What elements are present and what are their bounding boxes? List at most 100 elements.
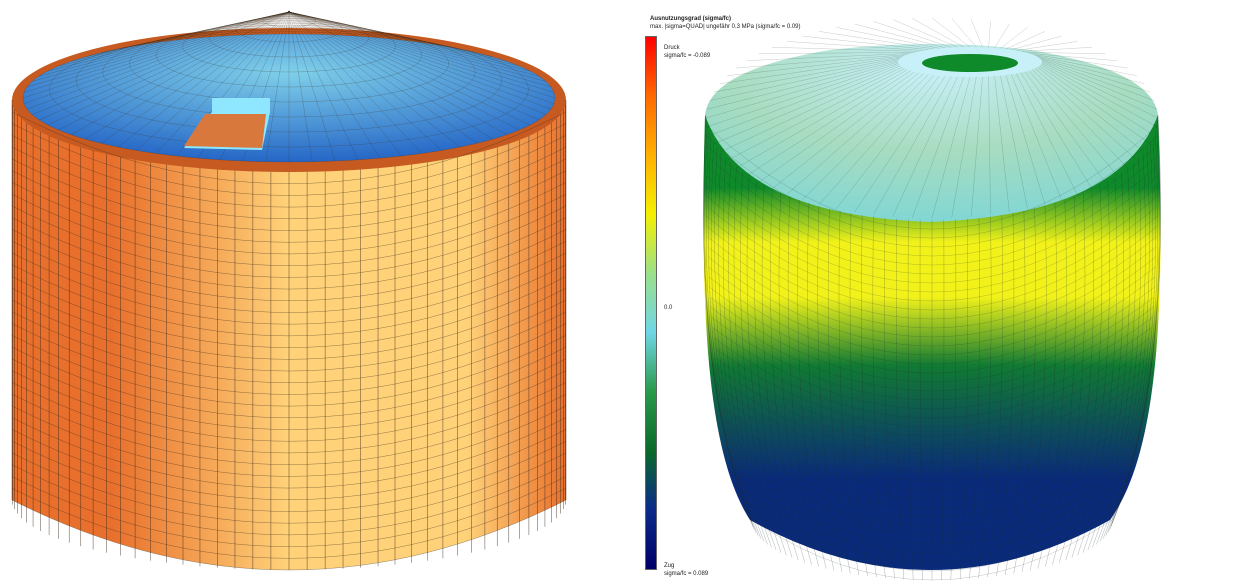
mesh-line (721, 398, 1143, 473)
mesh-line (786, 73, 924, 195)
mesh-line (786, 41, 924, 51)
mesh-line (1028, 70, 1118, 176)
mesh-line (288, 11, 381, 159)
mesh-line (1037, 199, 1067, 569)
mesh-line (1039, 57, 1151, 93)
mesh-line (288, 11, 402, 157)
legend-color-bar (645, 36, 657, 570)
mesh-line (1071, 181, 1110, 558)
mesh-line (11, 217, 567, 290)
mesh-line (1016, 41, 1078, 51)
mesh-line (11, 346, 567, 418)
mesh-line (746, 176, 787, 556)
mesh-line (727, 428, 1137, 500)
mesh-line (288, 11, 493, 58)
mesh-line (100, 11, 290, 144)
mesh-line (22, 33, 556, 163)
mesh-line (11, 264, 567, 337)
mesh-line (896, 218, 905, 580)
legend-bottom-value: sigma/fc = 0.089 (664, 571, 709, 577)
mesh-line (11, 299, 567, 372)
tank-roof (23, 34, 555, 162)
mesh-line (728, 162, 772, 548)
mesh-line (1005, 210, 1026, 575)
mesh-line (288, 11, 531, 126)
mesh-line (71, 11, 290, 135)
mesh-line (1028, 53, 1118, 61)
mesh-line (1111, 120, 1161, 524)
mesh-line (861, 214, 877, 578)
mesh-line (11, 405, 567, 477)
mesh-line (11, 205, 567, 278)
mesh-line (754, 181, 793, 558)
mesh-line (751, 519, 1113, 581)
mesh-line (1016, 73, 1078, 195)
mesh-line (733, 167, 777, 551)
mesh-line (1087, 167, 1131, 551)
mesh-line (703, 120, 753, 524)
mesh-line (987, 214, 1003, 578)
mesh-line (58, 11, 290, 131)
mesh-line (729, 438, 1135, 509)
mesh-line (959, 218, 968, 580)
mesh-line (711, 317, 1153, 401)
mesh-line (58, 11, 290, 67)
mesh-line (1041, 63, 1158, 127)
mesh-line (1105, 142, 1154, 536)
mesh-line (288, 11, 442, 46)
mesh-line (117, 11, 290, 50)
mesh-line (703, 114, 753, 521)
mesh-line (827, 208, 851, 574)
mesh-line (854, 23, 946, 49)
mesh-line (288, 11, 555, 93)
mesh-line (11, 464, 567, 536)
mesh-line (1000, 27, 1028, 49)
left-tank-model-view (0, 0, 600, 586)
mesh-line (1041, 60, 1158, 110)
mesh-line (714, 147, 761, 539)
mesh-line (1013, 208, 1037, 574)
dome-top-ring (898, 47, 1042, 77)
mesh-line (288, 11, 555, 104)
mesh-line (11, 276, 567, 348)
mesh-line (262, 14, 316, 28)
mesh-line (708, 266, 1156, 356)
mesh-line (919, 219, 923, 580)
right-tank-mesh (703, 17, 1161, 581)
mesh-line (1096, 157, 1142, 545)
mesh-line (11, 170, 567, 243)
mesh-line (736, 69, 908, 169)
mesh-line (1029, 203, 1057, 571)
mesh-line (288, 11, 547, 115)
mesh-line (197, 11, 290, 39)
mesh-line (11, 429, 567, 500)
mesh-line (807, 203, 835, 571)
mesh-line (772, 72, 920, 189)
mesh-line (912, 76, 964, 218)
dome-top-opening (922, 54, 1018, 72)
mesh-line (720, 388, 1144, 464)
mesh-line (26, 11, 290, 88)
mesh-line (1037, 56, 1145, 84)
mesh-line (1110, 125, 1160, 527)
mesh-line (988, 76, 991, 215)
mesh-line (11, 288, 567, 360)
mesh-line (941, 219, 945, 580)
mesh-line (723, 408, 1141, 482)
mesh-line (85, 11, 290, 58)
mesh-line (705, 165, 1159, 266)
mesh-line (950, 219, 957, 580)
mesh-line (1111, 114, 1161, 521)
mesh-line (38, 11, 290, 77)
mesh-line (706, 185, 1158, 284)
mesh-line (288, 11, 507, 62)
mesh-line (709, 64, 900, 136)
legend-mid-value: 0.0 (664, 305, 673, 311)
mesh-line (736, 469, 1128, 536)
mesh-line (38, 11, 290, 121)
mesh-line (242, 11, 290, 36)
mesh-line (705, 145, 1159, 248)
mesh-line (11, 476, 567, 547)
mesh-line (288, 11, 552, 110)
legend-subtitle: max. |sigma=QUAD| ungefähr 0.3 MPa (sigm… (650, 24, 801, 30)
